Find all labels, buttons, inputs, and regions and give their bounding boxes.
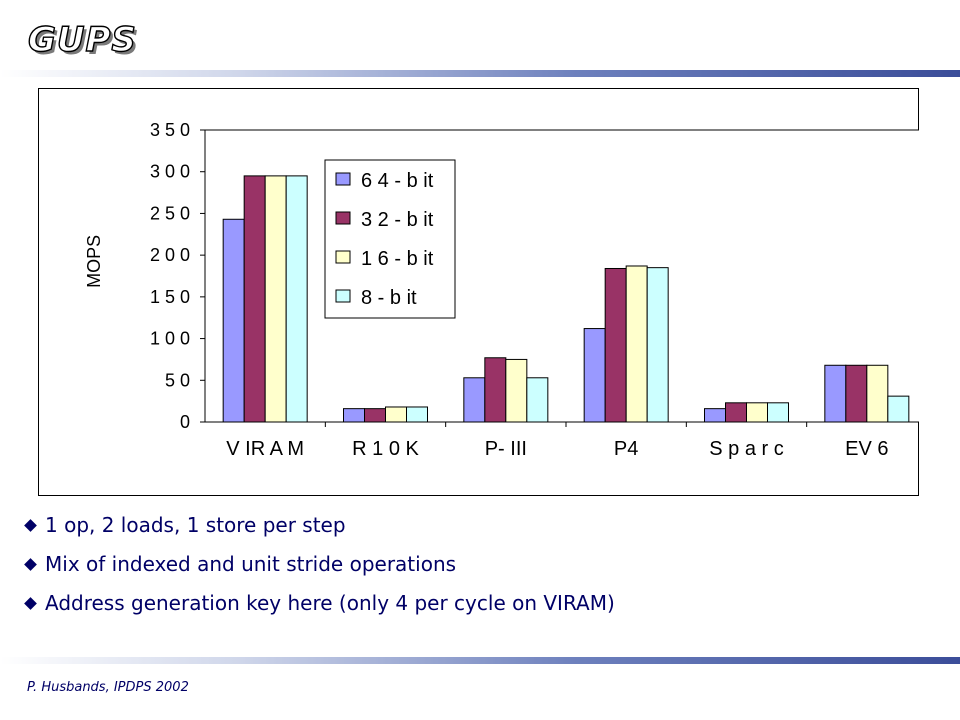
x-category-label: EV 6 [845,438,888,460]
legend-label: 6 4 - b it [361,170,434,192]
bar [824,364,847,423]
diamond-bullet-icon [24,518,37,532]
footer-citation: P. Husbands, IPDPS 2002 [27,680,189,695]
footer-divider [0,657,960,664]
y-tick-label: 2 0 0 [150,245,190,265]
bullet-item: Mix of indexed and unit stride operation… [22,549,615,588]
bar [222,218,245,423]
bar [343,408,365,423]
x-category-label: S p a r c [709,438,783,460]
bar [406,406,428,423]
y-tick-label: 3 5 0 [150,120,190,140]
y-tick-label: 3 0 0 [150,162,190,182]
bullet-text: 1 op, 2 loads, 1 store per step [45,513,346,537]
bar [385,406,407,423]
legend-swatch [335,250,351,264]
title-divider [0,70,960,77]
bullet-item: 1 op, 2 loads, 1 store per step [22,510,615,549]
bar [484,357,507,423]
bar [243,175,266,423]
legend-label: 8 - b it [361,287,417,309]
bar [364,408,386,423]
bar [463,377,486,423]
bar [505,358,528,423]
bar [526,377,549,423]
x-category-label: R 1 0 K [352,438,419,460]
y-tick-label: 1 0 0 [150,329,190,349]
slide-title: GUPS [27,19,137,60]
diamond-bullet-icon [24,596,37,610]
bar [604,267,627,423]
y-tick-label: 5 0 [165,370,190,390]
bar [583,328,606,423]
bullet-item: Address generation key here (only 4 per … [22,588,615,627]
bar [866,364,889,423]
x-category-label: V IR A M [226,438,304,460]
legend-swatch [335,172,351,186]
x-category-label: P4 [614,438,638,460]
legend: 6 4 - b it 3 2 - b it 1 6 - b it 8 - b it [324,159,456,319]
legend-swatch [335,289,351,303]
bar [887,395,910,423]
bar [625,265,648,423]
bullet-text: Mix of indexed and unit stride operation… [45,552,457,576]
bar [704,408,726,423]
bar [646,267,669,423]
y-tick-label: 1 5 0 [150,287,190,307]
y-tick-label: 0 [180,412,190,432]
y-tick-label: 2 5 0 [150,203,190,223]
bar [746,402,768,423]
x-category-label: P- III [485,438,527,460]
bar [845,364,868,423]
legend-label: 3 2 - b it [361,209,434,231]
bullet-text: Address generation key here (only 4 per … [45,591,615,615]
bullet-list: 1 op, 2 loads, 1 store per step Mix of i… [22,510,615,627]
diamond-bullet-icon [24,557,37,571]
legend-label: 1 6 - b it [361,248,434,270]
gups-bar-chart: 0 5 0 1 0 0 1 5 0 2 0 0 2 5 0 3 0 0 3 5 0 V IR … [84,120,919,460]
bar [725,402,747,423]
bar [264,175,287,423]
legend-swatch [335,211,351,225]
bar [767,402,789,423]
bar [285,175,308,423]
plot-area [204,129,919,423]
y-axis-title: MOPS [84,235,104,288]
